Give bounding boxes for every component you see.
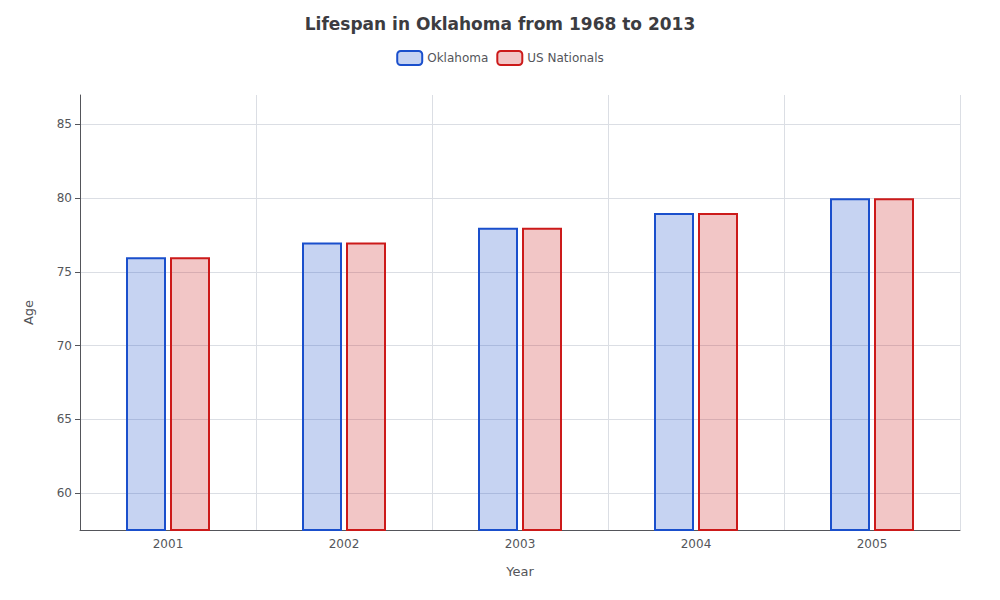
svg-text:70: 70 bbox=[57, 339, 72, 353]
svg-text:65: 65 bbox=[57, 412, 72, 426]
svg-text:80: 80 bbox=[57, 191, 72, 205]
svg-text:2003: 2003 bbox=[505, 537, 536, 551]
svg-text:60: 60 bbox=[57, 486, 72, 500]
svg-text:Year: Year bbox=[505, 564, 534, 579]
svg-text:Oklahoma: Oklahoma bbox=[427, 51, 488, 65]
svg-text:85: 85 bbox=[57, 117, 72, 131]
svg-text:Lifespan in Oklahoma from 1968: Lifespan in Oklahoma from 1968 to 2013 bbox=[305, 14, 696, 34]
svg-text:2002: 2002 bbox=[329, 537, 360, 551]
svg-text:2001: 2001 bbox=[153, 537, 184, 551]
svg-text:2005: 2005 bbox=[857, 537, 888, 551]
svg-text:75: 75 bbox=[57, 265, 72, 279]
svg-text:Age: Age bbox=[21, 300, 36, 325]
svg-text:US Nationals: US Nationals bbox=[527, 51, 603, 65]
svg-text:2004: 2004 bbox=[681, 537, 712, 551]
